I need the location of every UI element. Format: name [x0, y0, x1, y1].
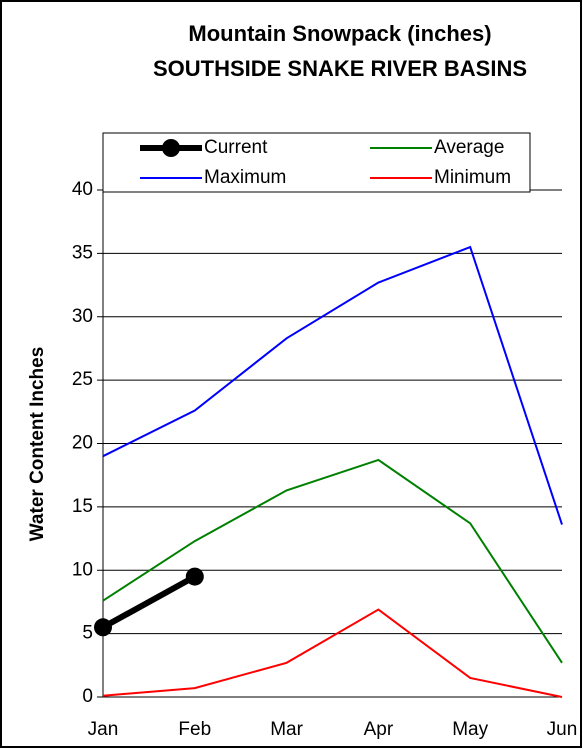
y-tick-label: 0 [82, 686, 93, 707]
y-tick-label: 40 [72, 179, 93, 200]
data-point [185, 567, 204, 586]
legend-label: Current [204, 137, 268, 158]
y-tick-label: 25 [72, 369, 93, 390]
legend-label: Maximum [204, 167, 286, 188]
legend-marker [162, 139, 180, 157]
y-tick-label: 20 [72, 433, 93, 454]
chart-title: Mountain Snowpack (inches) SOUTHSIDE SNA… [152, 21, 528, 81]
series-line [101, 573, 197, 630]
y-tick-label: 30 [72, 306, 93, 327]
series-line [102, 245, 563, 525]
x-tick-label: Mar [270, 719, 303, 740]
y-tick-label: 10 [72, 559, 93, 580]
x-tick-label: Jan [88, 719, 119, 740]
y-tick-label: 15 [72, 496, 93, 517]
series-line [102, 458, 563, 664]
series-line [102, 608, 563, 698]
data-point [94, 618, 112, 637]
x-tick-label: Apr [364, 719, 394, 740]
x-tick-label: Feb [178, 719, 211, 740]
legend-label: Minimum [434, 167, 511, 188]
y-tick-label: 5 [82, 623, 93, 644]
y-tick-label: 35 [72, 242, 93, 263]
x-tick-label: Jun [547, 719, 578, 740]
y-axis-label: Water Content Inches [27, 347, 48, 542]
x-tick-label: May [452, 719, 488, 740]
legend-label: Average [434, 137, 504, 158]
